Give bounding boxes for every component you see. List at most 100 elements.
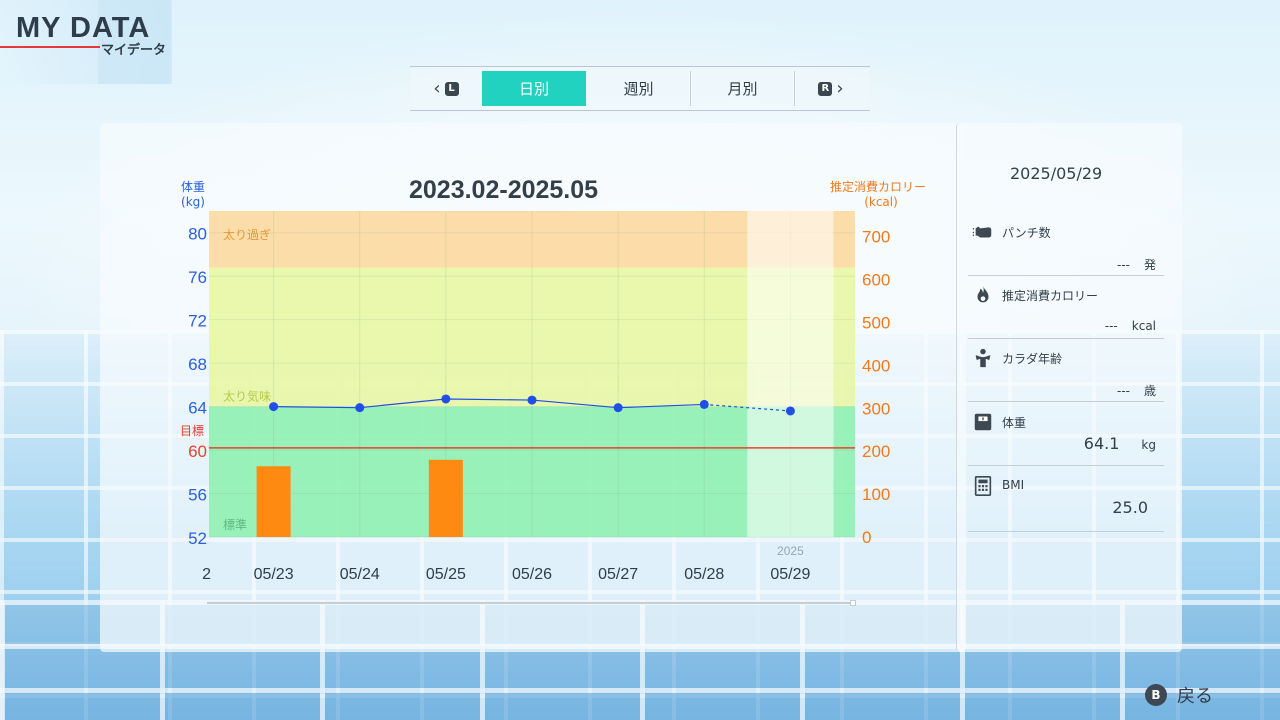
l-button-icon: L <box>444 81 459 96</box>
header: MY DATA マイデータ <box>0 0 172 84</box>
left-tick-72: 72 <box>188 312 207 331</box>
tab-next-button[interactable]: R › <box>795 70 867 107</box>
left-tick-68: 68 <box>188 355 207 374</box>
right-tick-200: 200 <box>862 442 890 461</box>
stat-value: 64.1 kg <box>1084 434 1156 453</box>
right-axis-label: 推定消費カロリー (kcal) <box>820 180 936 210</box>
stat-label: カラダ年齢 <box>1002 352 1063 366</box>
tab-weekly[interactable]: 週別 <box>587 71 691 106</box>
stat-label: 推定消費カロリー <box>1002 289 1099 303</box>
page-subtitle: マイデータ <box>101 43 167 58</box>
weight-point-05/23 <box>269 402 279 412</box>
back-button[interactable]: B 戻る <box>1145 682 1213 708</box>
chevron-right-icon: › <box>836 78 844 99</box>
stat-value: --- 発 <box>1117 256 1156 273</box>
weight-line-projected <box>704 403 791 412</box>
selected-date: 2025/05/29 <box>1010 164 1103 183</box>
stat-row-0: パンチ数 --- 発 <box>968 224 1164 276</box>
stat-value: --- kcal <box>1105 319 1156 333</box>
stat-row-2: カラダ年齢 --- 歳 <box>968 347 1164 402</box>
stat-label: BMI <box>1002 478 1025 492</box>
punch-icon <box>972 221 994 243</box>
flame-icon <box>972 284 994 306</box>
chart-title: 2023.02-2025.05 <box>409 176 599 204</box>
x-tick-05/25: 05/25 <box>426 566 466 583</box>
x-tick-05/27: 05/27 <box>598 566 638 583</box>
left-tick-52: 52 <box>188 529 207 548</box>
stat-value-unit: kg <box>1141 438 1156 452</box>
stat-row-4: BMI 25.0 <box>968 475 1164 532</box>
weight-point-05/25 <box>441 394 451 404</box>
x-tick-05/26: 05/26 <box>512 566 552 583</box>
weight-point-05/24 <box>355 403 365 413</box>
calculator-icon <box>972 475 994 497</box>
stat-value-number: 25.0 <box>1112 498 1148 517</box>
x-tick-05/29: 05/29 <box>770 566 810 583</box>
x-tick-05/23: 05/23 <box>254 566 294 583</box>
muscle-icon <box>972 347 994 369</box>
right-tick-0: 0 <box>862 528 871 547</box>
zone-label-0: 太り過ぎ <box>223 227 271 242</box>
detail-panel <box>956 123 1182 652</box>
right-tick-700: 700 <box>862 228 890 247</box>
scale-icon <box>972 411 994 433</box>
stat-row-3: 体重 64.1 kg <box>968 411 1164 466</box>
left-axis-label-line2: (kg) <box>181 195 205 209</box>
stat-label: 体重 <box>1002 416 1027 430</box>
stat-value-number: --- <box>1116 258 1130 272</box>
zone-label-1: 太り気味 <box>223 389 271 404</box>
stat-value-number: --- <box>1104 319 1118 333</box>
target-label: 目標 <box>180 424 204 438</box>
stat-value-unit: 発 <box>1143 258 1156 272</box>
left-tick-76: 76 <box>188 268 207 287</box>
stat-value-number: --- <box>1116 384 1130 398</box>
stat-row-1: 推定消費カロリー --- kcal <box>968 284 1164 339</box>
left-axis-label: 体重 (kg) <box>176 180 210 210</box>
right-axis-label-line1: 推定消費カロリー <box>829 180 926 194</box>
tab-daily[interactable]: 日別 <box>482 71 586 106</box>
stat-value-unit: kcal <box>1131 319 1156 333</box>
back-label: 戻る <box>1177 686 1213 707</box>
header-accent-block <box>98 0 170 84</box>
stat-value-unit: 歳 <box>1143 384 1156 398</box>
left-axis-label-line1: 体重 <box>180 180 205 194</box>
right-tick-600: 600 <box>862 271 890 290</box>
left-tick-64: 64 <box>188 399 207 418</box>
right-tick-500: 500 <box>862 314 890 333</box>
highlight-column <box>747 211 834 537</box>
calorie-bar-05/23 <box>256 466 291 537</box>
stat-value-number: 64.1 <box>1083 434 1120 453</box>
weight-line <box>273 398 705 409</box>
left-tick-60: 60 <box>188 442 207 461</box>
tab-prev-button[interactable]: ‹ L <box>410 70 482 107</box>
r-button-icon: R <box>818 81 833 96</box>
left-tick-80: 80 <box>188 225 207 244</box>
weight-point-05/27 <box>613 403 623 413</box>
chart-scrollbar-thumb[interactable] <box>850 600 856 606</box>
calorie-bar-05/25 <box>428 459 463 537</box>
left-tick-56: 56 <box>188 486 207 505</box>
right-tick-100: 100 <box>862 485 890 504</box>
right-tick-400: 400 <box>862 356 890 375</box>
title-underline <box>0 46 100 48</box>
stat-value: 25.0 <box>1112 498 1156 517</box>
tab-monthly[interactable]: 月別 <box>691 71 795 106</box>
weight-point-05/28 <box>699 399 709 409</box>
stat-label: パンチ数 <box>1002 226 1051 240</box>
period-tabs: ‹ L 日別 週別 月別 R › <box>410 66 870 111</box>
x-tick-05/24: 05/24 <box>340 566 380 583</box>
chevron-left-icon: ‹ <box>433 78 441 99</box>
b-button-icon: B <box>1145 684 1167 706</box>
page-title: MY DATA <box>16 12 151 44</box>
weight-point-05/29 <box>785 406 795 416</box>
right-tick-300: 300 <box>862 399 890 418</box>
x-tick-05/28: 05/28 <box>684 566 724 583</box>
right-axis-label-line2: (kcal) <box>864 195 898 209</box>
x-year-label: 2025 <box>777 544 804 558</box>
chart-scrollbar[interactable] <box>207 602 855 604</box>
weight-point-05/26 <box>527 395 537 405</box>
stat-value: --- 歳 <box>1117 382 1156 399</box>
x-tick-partial: 2 <box>202 566 211 583</box>
zone-label-2: 標準 <box>223 517 247 532</box>
